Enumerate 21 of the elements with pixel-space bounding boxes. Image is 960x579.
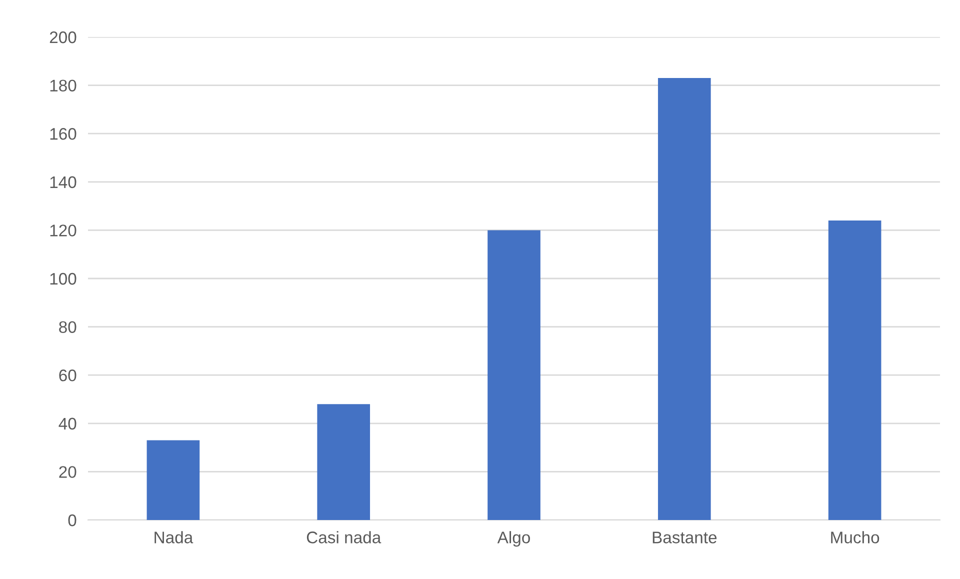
y-tick-label: 0	[68, 514, 76, 526]
y-tick-label: 120	[50, 224, 76, 236]
y-tick-label: 100	[50, 272, 76, 285]
bar	[317, 404, 370, 520]
x-tick-label: Nada	[154, 531, 194, 544]
y-tick-label: 140	[50, 176, 76, 188]
bar	[488, 230, 540, 520]
bar	[658, 78, 711, 520]
x-tick-label: Casi nada	[306, 531, 382, 544]
y-tick-label: 20	[59, 466, 76, 478]
x-tick-label: Algo	[497, 531, 530, 547]
x-tick-label: Bastante	[652, 532, 717, 544]
y-tick-label: 200	[50, 31, 76, 44]
bar	[828, 220, 882, 520]
y-tick-label: 80	[59, 321, 76, 334]
x-tick-label: Mucho	[831, 531, 880, 544]
bar	[146, 440, 200, 520]
y-tick-label: 60	[59, 370, 76, 382]
y-tick-label: 180	[50, 80, 76, 92]
y-tick-label: 40	[58, 418, 76, 430]
y-tick-label: 160	[50, 128, 76, 140]
